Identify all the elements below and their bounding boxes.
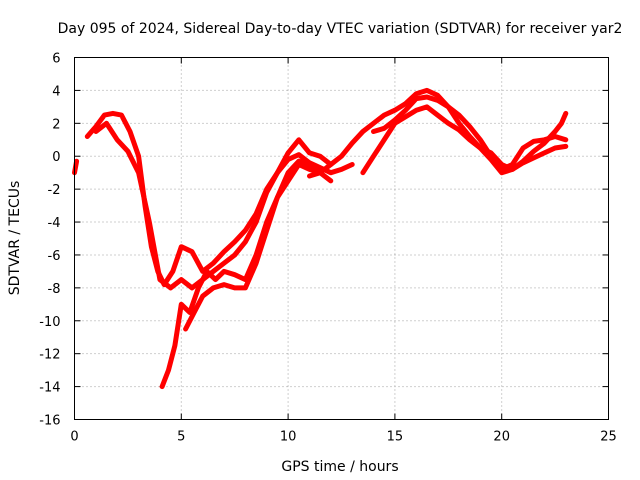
y-tick-label: 0 (52, 150, 60, 165)
y-tick-label: -12 (39, 348, 60, 363)
chart-title: Day 095 of 2024, Sidereal Day-to-day VTE… (58, 21, 623, 37)
x-tick-label: 10 (280, 430, 297, 445)
y-tick-label: 4 (52, 84, 60, 99)
y-tick-label: 2 (52, 117, 60, 132)
grid-layer (74, 57, 609, 420)
y-tick-label: -16 (39, 414, 60, 429)
y-tick-label: -6 (48, 249, 61, 264)
series-line-arc-d (159, 162, 323, 390)
series-line-arc-e (183, 158, 334, 332)
series-line-arc-b (84, 110, 334, 288)
x-tick-label: 25 (600, 430, 617, 445)
series-layer (72, 87, 569, 390)
series-line-arc-h (371, 94, 569, 176)
x-tick-label: 0 (70, 430, 78, 445)
x-tick-label: 15 (387, 430, 404, 445)
x-tick-label: 5 (177, 430, 185, 445)
y-tick-label: -14 (39, 381, 60, 396)
y-tick-label: -2 (48, 183, 61, 198)
y-axis-label: SDTVAR / TECUs (7, 181, 23, 296)
y-tick-label: -10 (39, 315, 60, 330)
x-axis-label: GPS time / hours (281, 459, 398, 475)
tick-layer: 0 5 10 15 20 25 -16 -14 -12 -10 -8 -6 -4 -2 0 2 4 6 (39, 52, 617, 445)
y-tick-label: -8 (48, 282, 61, 297)
series-line-arc-f (307, 87, 569, 179)
y-tick-label: 6 (52, 52, 60, 67)
y-tick-label: -4 (48, 216, 61, 231)
x-tick-label: 20 (493, 430, 510, 445)
plot-frame (74, 57, 609, 420)
